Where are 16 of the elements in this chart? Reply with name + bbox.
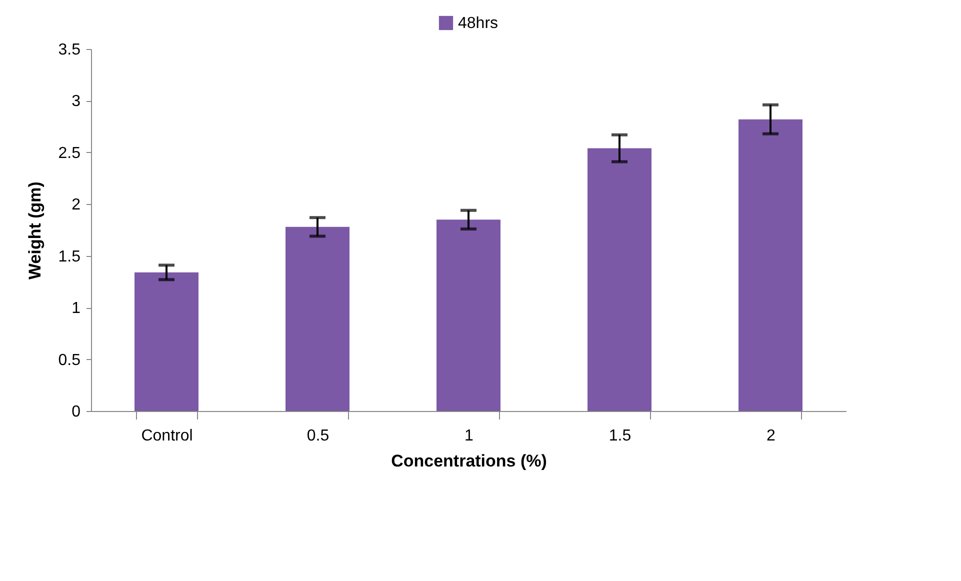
x-tick-label: 0.5 (306, 428, 330, 444)
x-tick-label: 1.5 (608, 428, 632, 444)
y-tick-label: 3.5 (58, 42, 81, 58)
x-axis-title: Concentrations (%) (391, 452, 547, 470)
x-tick-label: Control (141, 428, 193, 444)
y-tick-label: 0.5 (58, 352, 81, 369)
y-tick-label: 2 (72, 196, 81, 214)
y-axis-title: Weight (gm) (25, 182, 44, 280)
y-tick-label: 1 (72, 300, 81, 318)
y-tick-label: 3 (72, 93, 81, 110)
y-tick-label: 2.5 (58, 144, 81, 162)
x-tick-label: 1 (464, 428, 474, 444)
x-tick-label: 2 (766, 428, 776, 444)
legend-label: 48hrs (458, 15, 498, 32)
y-tick-label: 0 (72, 404, 81, 420)
y-tick-label: 1.5 (58, 248, 81, 266)
